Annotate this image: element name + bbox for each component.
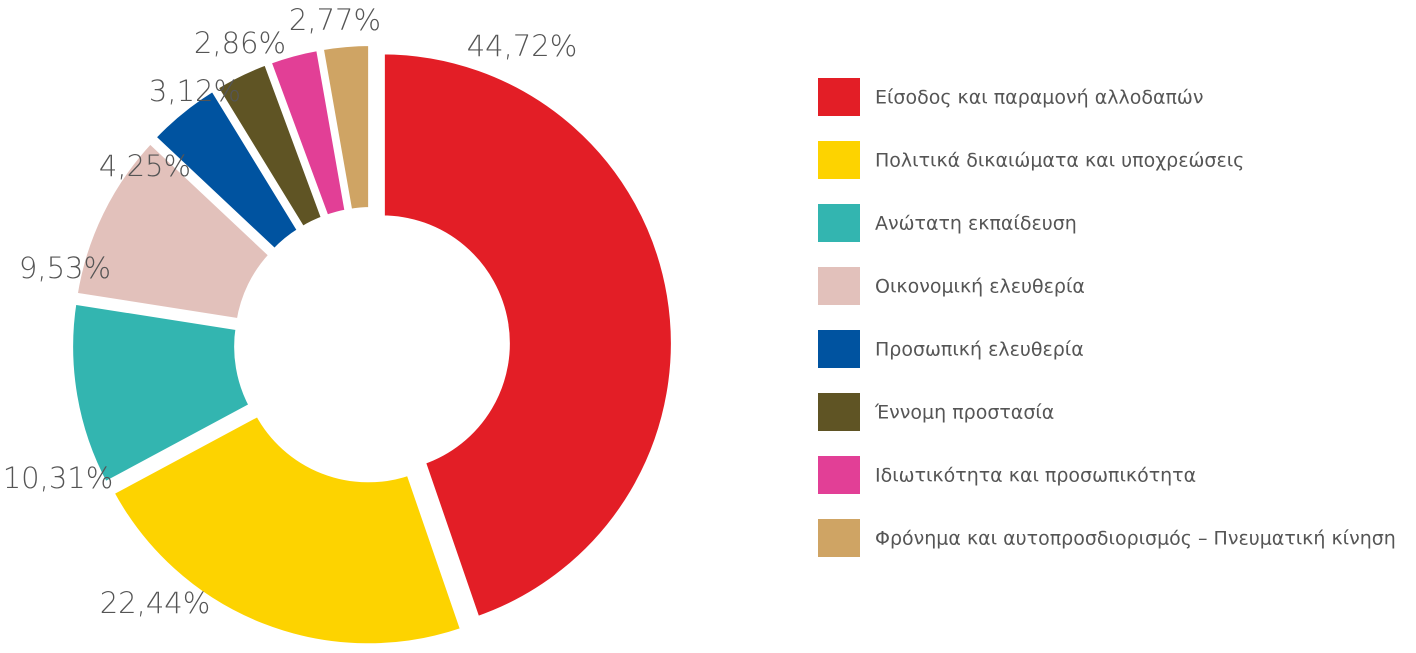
legend-label: Προσωπική ελευθερία [875,339,1084,361]
data-label: 10,31% [3,461,114,495]
donut-slice [67,298,257,489]
legend-label: Οικονομική ελευθερία [875,276,1085,298]
legend-label: Ιδιωτικότητα και προσωπικότητα [875,465,1196,487]
data-label: 44,72% [467,29,578,63]
legend-swatch [818,519,860,557]
donut-slice [71,136,277,325]
legend-label: Είσοδος και παραμονή αλλοδαπών [875,87,1203,109]
donut-slice [378,48,677,624]
legend-swatch [818,267,860,305]
donut-slice [317,40,375,216]
data-label: 22,44% [100,586,211,620]
legend-label: Ανώτατη εκπαίδευση [875,213,1077,235]
legend-label: Φρόνημα και αυτοπροσδιορισμός – Πνευματι… [875,528,1396,550]
donut-slice [107,409,468,650]
legend-swatch [818,393,860,431]
legend-swatch [818,456,860,494]
legend-swatch [818,330,860,368]
legend-label: Έννομη προστασία [874,402,1054,424]
legend-swatch [818,141,860,179]
data-label: 4,25% [99,149,191,183]
data-label: 2,86% [194,26,286,60]
data-label: 9,53% [19,251,111,285]
legend-swatch [818,204,860,242]
data-label: 2,77% [289,3,381,37]
data-label: 3,12% [149,74,241,108]
legend-swatch [818,78,860,116]
legend-label: Πολιτικά δικαιώματα και υποχρεώσεις [875,150,1244,172]
